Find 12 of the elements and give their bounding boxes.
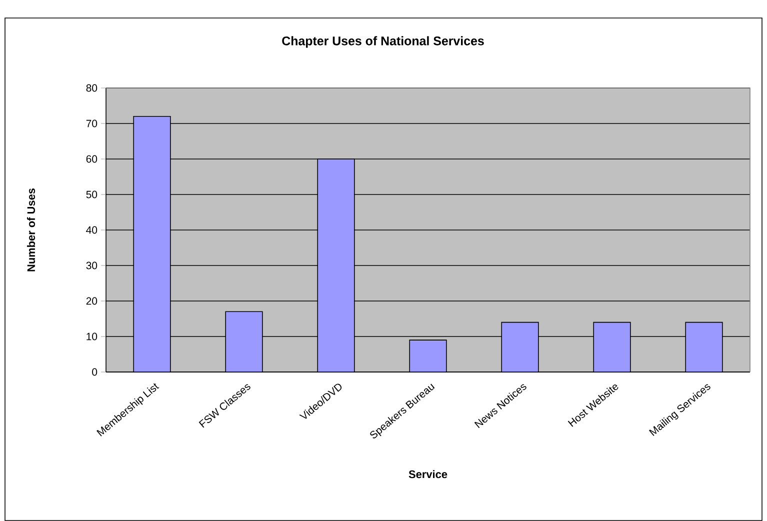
chart-title: Chapter Uses of National Services [282,36,484,48]
y-tick-label: 20 [86,297,98,305]
y-tick-label: 60 [86,155,98,163]
x-axis-title: Service [408,470,448,478]
y-tick-label: 40 [86,226,98,234]
y-tick-label: 30 [86,262,98,270]
y-tick-label: 80 [86,84,98,92]
y-tick-label: 70 [86,120,98,128]
y-tick-label: 0 [92,368,98,376]
y-tick-label: 10 [86,332,98,340]
y-tick-label: 50 [86,190,98,198]
y-axis-title: Number of Uses [26,188,36,272]
